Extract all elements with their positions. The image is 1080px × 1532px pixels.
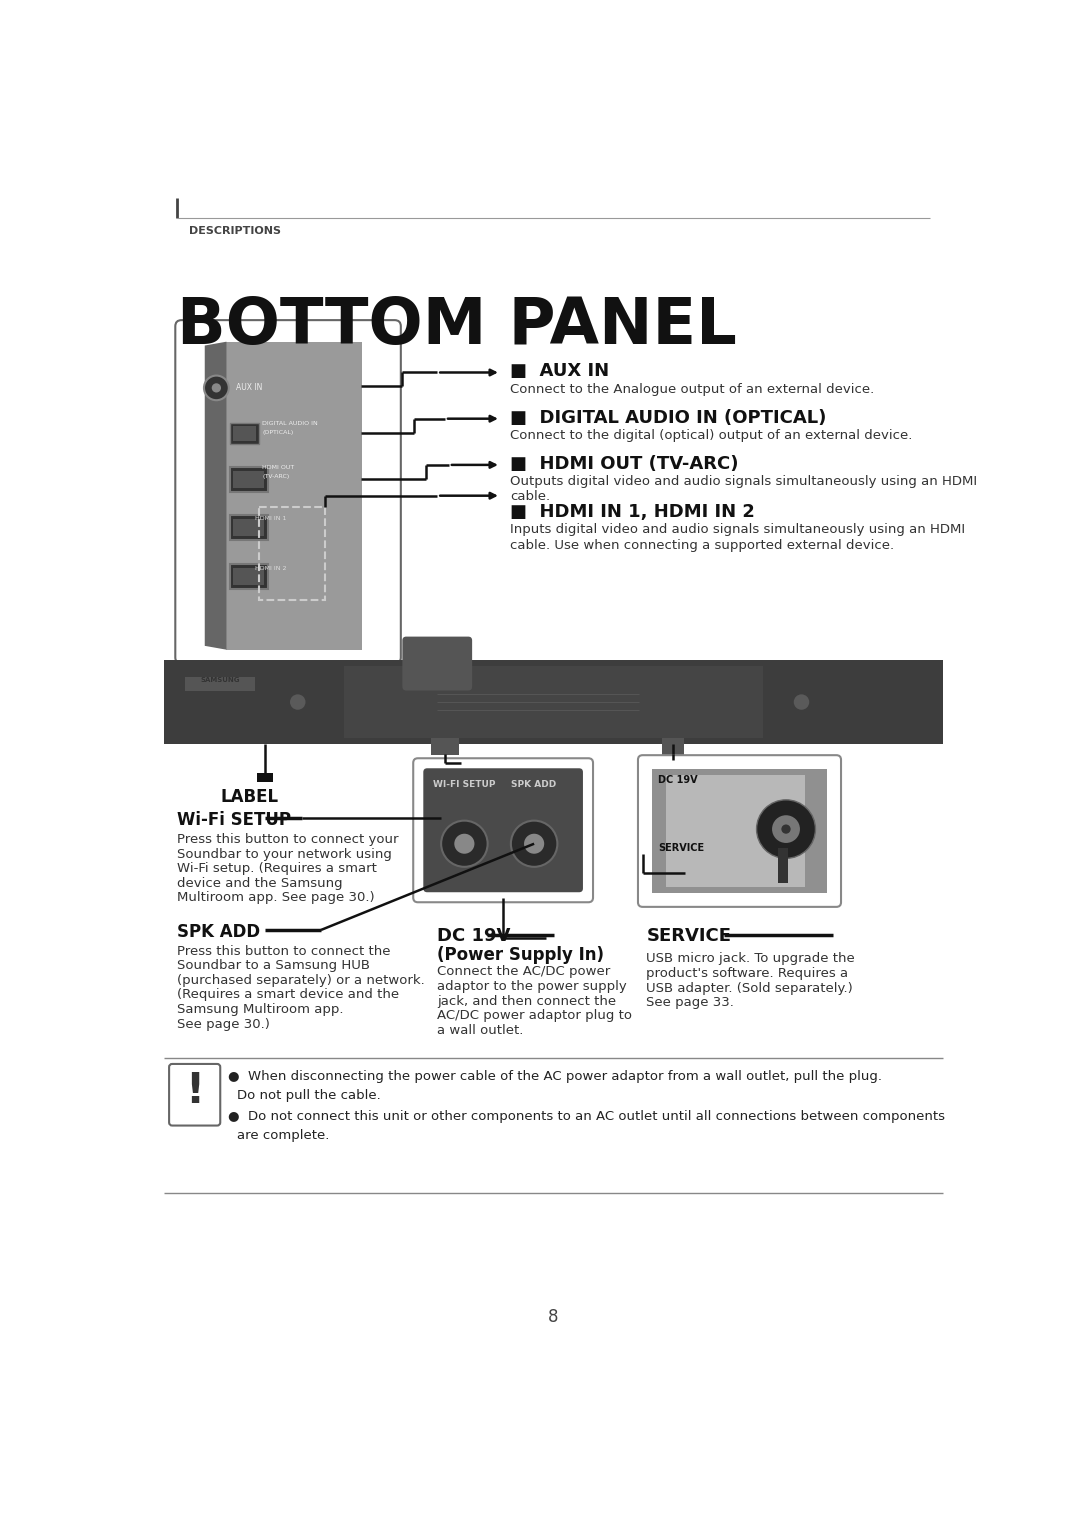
- Bar: [186, 677, 255, 691]
- Circle shape: [291, 694, 306, 709]
- Text: HDMI IN 1: HDMI IN 1: [255, 516, 286, 521]
- Bar: [164, 660, 943, 745]
- Text: (Requires a smart device and the: (Requires a smart device and the: [177, 988, 399, 1002]
- Text: SPK ADD: SPK ADD: [511, 780, 556, 789]
- Bar: [779, 849, 787, 882]
- FancyBboxPatch shape: [403, 637, 472, 691]
- Text: AUX IN: AUX IN: [235, 383, 262, 392]
- Circle shape: [757, 800, 815, 858]
- Circle shape: [781, 824, 791, 833]
- Text: Soundbar to your network using: Soundbar to your network using: [177, 847, 392, 861]
- Text: ●  When disconnecting the power cable of the AC power adaptor from a wall outlet: ● When disconnecting the power cable of …: [228, 1071, 882, 1083]
- Circle shape: [524, 833, 544, 853]
- Text: Wi-Fi setup. (Requires a smart: Wi-Fi setup. (Requires a smart: [177, 863, 377, 875]
- Text: Connect the AC/DC power: Connect the AC/DC power: [437, 965, 610, 979]
- Text: jack, and then connect the: jack, and then connect the: [437, 994, 617, 1008]
- Circle shape: [212, 383, 221, 392]
- Text: (OPTICAL): (OPTICAL): [262, 430, 294, 435]
- Text: ■  DIGITAL AUDIO IN (OPTICAL): ■ DIGITAL AUDIO IN (OPTICAL): [510, 409, 826, 427]
- Text: (purchased separately) or a network.: (purchased separately) or a network.: [177, 974, 424, 987]
- Bar: [230, 467, 268, 492]
- Text: DC 19V: DC 19V: [437, 927, 511, 945]
- Text: Wi-Fi SETUP: Wi-Fi SETUP: [177, 812, 291, 829]
- Text: Multiroom app. See page 30.): Multiroom app. See page 30.): [177, 892, 375, 904]
- Text: SERVICE: SERVICE: [647, 927, 731, 945]
- Text: DC 19V: DC 19V: [658, 775, 698, 786]
- Text: See page 30.): See page 30.): [177, 1017, 270, 1031]
- Text: SPK ADD: SPK ADD: [177, 924, 260, 941]
- Bar: [230, 564, 268, 588]
- Text: Inputs digital video and audio signals simultaneously using an HDMI: Inputs digital video and audio signals s…: [510, 524, 966, 536]
- Circle shape: [204, 375, 229, 400]
- Bar: [232, 426, 256, 441]
- FancyBboxPatch shape: [638, 755, 841, 907]
- Text: !: !: [185, 1071, 204, 1112]
- FancyBboxPatch shape: [414, 758, 593, 902]
- Text: Samsung Multiroom app.: Samsung Multiroom app.: [177, 1003, 343, 1016]
- Text: (Power Supply In): (Power Supply In): [437, 947, 604, 964]
- Text: WI-FI SETUP: WI-FI SETUP: [433, 780, 496, 789]
- FancyBboxPatch shape: [170, 1063, 220, 1126]
- Text: Press this button to connect the: Press this button to connect the: [177, 945, 390, 958]
- Text: cable. Use when connecting a supported external device.: cable. Use when connecting a supported e…: [510, 539, 894, 552]
- Text: DIGITAL AUDIO IN: DIGITAL AUDIO IN: [262, 421, 318, 426]
- Text: DESCRIPTIONS: DESCRIPTIONS: [189, 227, 281, 236]
- Bar: [233, 519, 265, 536]
- Text: Do not pull the cable.: Do not pull the cable.: [238, 1089, 381, 1102]
- Bar: [431, 738, 459, 755]
- Bar: [230, 423, 259, 444]
- Bar: [233, 470, 265, 489]
- Text: product's software. Requires a: product's software. Requires a: [647, 967, 849, 980]
- Text: SAMSUNG: SAMSUNG: [201, 677, 240, 683]
- Text: HDMI IN 2: HDMI IN 2: [255, 565, 286, 571]
- Text: 8: 8: [549, 1308, 558, 1327]
- Text: ■  HDMI IN 1, HDMI IN 2: ■ HDMI IN 1, HDMI IN 2: [510, 504, 755, 521]
- Text: USB micro jack. To upgrade the: USB micro jack. To upgrade the: [647, 953, 855, 965]
- Text: ●  Do not connect this unit or other components to an AC outlet until all connec: ● Do not connect this unit or other comp…: [228, 1111, 945, 1123]
- Text: cable.: cable.: [510, 490, 550, 504]
- Text: BOTTOM PANEL: BOTTOM PANEL: [177, 296, 737, 357]
- FancyBboxPatch shape: [175, 320, 401, 663]
- Bar: [666, 775, 806, 887]
- Text: Connect to the Analogue output of an external device.: Connect to the Analogue output of an ext…: [510, 383, 875, 395]
- Text: SERVICE: SERVICE: [658, 843, 704, 853]
- Text: AC/DC power adaptor plug to: AC/DC power adaptor plug to: [437, 1010, 632, 1022]
- Text: Press this button to connect your: Press this button to connect your: [177, 833, 399, 846]
- Circle shape: [772, 815, 800, 843]
- Bar: [259, 507, 325, 599]
- Circle shape: [441, 821, 488, 867]
- Circle shape: [794, 694, 809, 709]
- Text: Outputs digital video and audio signals simultaneously using an HDMI: Outputs digital video and audio signals …: [510, 475, 977, 487]
- Text: See page 33.: See page 33.: [647, 996, 734, 1010]
- Bar: [227, 342, 362, 650]
- Text: ■  HDMI OUT (TV-ARC): ■ HDMI OUT (TV-ARC): [510, 455, 739, 473]
- Bar: [230, 515, 268, 539]
- Polygon shape: [205, 342, 227, 650]
- Text: are complete.: are complete.: [238, 1129, 329, 1141]
- Bar: [662, 738, 684, 755]
- Text: (TV-ARC): (TV-ARC): [262, 473, 289, 480]
- Bar: [205, 346, 228, 647]
- Bar: [257, 772, 273, 783]
- Text: Soundbar to a Samsung HUB: Soundbar to a Samsung HUB: [177, 959, 369, 973]
- Text: Connect to the digital (optical) output of an external device.: Connect to the digital (optical) output …: [510, 429, 913, 441]
- Text: a wall outlet.: a wall outlet.: [437, 1023, 524, 1037]
- Text: adaptor to the power supply: adaptor to the power supply: [437, 980, 627, 993]
- FancyBboxPatch shape: [423, 768, 583, 892]
- Circle shape: [511, 821, 557, 867]
- Text: ■  AUX IN: ■ AUX IN: [510, 363, 609, 380]
- Text: device and the Samsung: device and the Samsung: [177, 876, 342, 890]
- Bar: [345, 666, 762, 738]
- Bar: [652, 769, 827, 893]
- Text: USB adapter. (Sold separately.): USB adapter. (Sold separately.): [647, 982, 853, 994]
- Bar: [233, 568, 265, 585]
- Circle shape: [455, 833, 474, 853]
- Text: HDMI OUT: HDMI OUT: [262, 464, 295, 470]
- Text: LABEL: LABEL: [220, 789, 279, 806]
